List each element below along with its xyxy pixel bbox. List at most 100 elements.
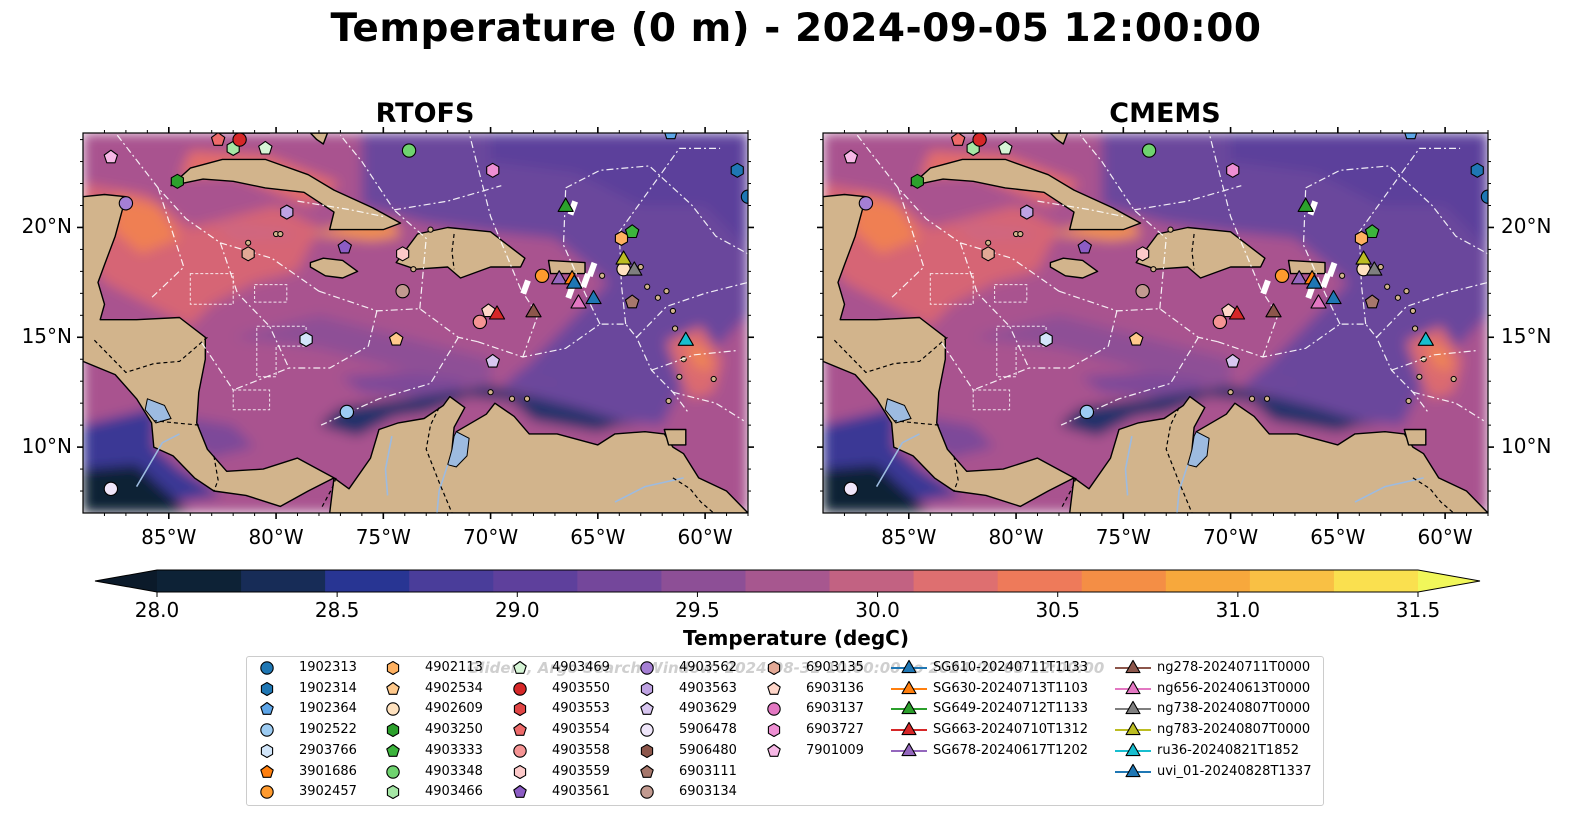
land-florida xyxy=(215,133,271,134)
small-island xyxy=(1167,226,1174,233)
legend-label: SG610-20240711T1133 xyxy=(933,660,1089,675)
land-puerto-rico xyxy=(1287,259,1326,275)
eez-boundary xyxy=(1079,134,1167,309)
small-island xyxy=(599,272,606,279)
lake-nicaragua xyxy=(884,398,912,424)
colorbar-tick-label: 31.5 xyxy=(1395,598,1441,622)
country-border xyxy=(1165,407,1193,513)
platform-marker xyxy=(170,173,184,189)
legend-label: 1902313 xyxy=(299,660,357,675)
temperature-field-region xyxy=(233,315,491,393)
eez-boundary xyxy=(1391,349,1478,371)
protected-area-boundary xyxy=(232,389,271,411)
land-jamaica xyxy=(309,257,359,279)
legend-label: 1902364 xyxy=(299,701,357,717)
legend-label: 7901009 xyxy=(806,742,864,758)
platform-marker xyxy=(103,481,119,497)
platform-marker xyxy=(396,246,410,262)
platform-marker xyxy=(1039,331,1053,348)
lat-tick-label: 20°N xyxy=(21,214,72,239)
colorbar-segment xyxy=(1333,570,1419,592)
legend-label: 1902522 xyxy=(299,722,357,738)
platform-marker xyxy=(1355,250,1372,265)
map-content xyxy=(823,133,1488,513)
land-south-america xyxy=(328,395,748,513)
eez-boundary xyxy=(562,187,601,325)
river-line xyxy=(614,477,684,503)
legend-marker xyxy=(891,680,927,694)
small-island xyxy=(1409,307,1417,315)
lon-tick-label: 80°W xyxy=(988,525,1044,549)
land-cuba xyxy=(910,158,1142,231)
platform-marker xyxy=(585,289,602,305)
legend-marker xyxy=(767,723,781,738)
colorbar-segment xyxy=(493,570,578,592)
lon-tick-label: 80°W xyxy=(248,525,304,549)
small-island xyxy=(671,325,679,332)
colorbar-segment xyxy=(157,570,242,592)
legend-marker xyxy=(513,681,527,696)
legend-label: 4903558 xyxy=(552,742,610,758)
eez-boundary xyxy=(1133,185,1242,211)
legend-label: 4903469 xyxy=(552,660,610,675)
legend-marker xyxy=(640,723,654,737)
glider-track-segment xyxy=(586,261,598,278)
platform-marker xyxy=(1135,283,1150,299)
lon-tick-label: 60°W xyxy=(1417,525,1473,549)
small-island xyxy=(1150,266,1157,273)
eez-boundary xyxy=(940,242,1030,391)
legend-label: 6903136 xyxy=(806,680,864,696)
legend-label: 4903554 xyxy=(552,722,610,738)
small-island xyxy=(1339,272,1346,279)
colorbar-segment xyxy=(661,570,746,592)
platform-marker xyxy=(843,149,859,164)
platform-marker xyxy=(551,270,568,285)
river-line xyxy=(1354,477,1424,503)
legend-label: 5906478 xyxy=(679,722,737,738)
platform-marker xyxy=(472,314,488,330)
small-island xyxy=(1017,230,1024,238)
eez-boundary xyxy=(1302,187,1341,325)
lon-tick-label: 65°W xyxy=(1310,525,1366,549)
colorbar-segment xyxy=(1249,570,1335,592)
platform-marker xyxy=(1141,143,1157,158)
colorbar-segment xyxy=(241,570,326,592)
lon-tick-label: 75°W xyxy=(1095,525,1151,549)
legend-marker xyxy=(513,702,527,717)
land-central-america xyxy=(823,193,1075,508)
legend-label: ru36-20240821T1852 xyxy=(1157,742,1300,758)
country-border xyxy=(153,420,199,426)
eez-boundary xyxy=(116,134,320,292)
lat-tick-label: 15°N xyxy=(1501,324,1552,349)
eez-boundary xyxy=(393,185,502,211)
platform-marker xyxy=(1364,294,1380,309)
platform-marker xyxy=(910,173,924,189)
land-jamaica xyxy=(1049,257,1099,279)
platform-marker xyxy=(1310,294,1327,309)
land-south-america xyxy=(1068,395,1488,513)
legend-label: 6903137 xyxy=(806,701,864,717)
legend-label: ng783-20240807T0000 xyxy=(1157,722,1311,738)
small-island xyxy=(1394,294,1402,301)
legend-marker xyxy=(1115,742,1151,756)
axis-ticks xyxy=(817,127,1494,519)
glider-track-segment xyxy=(1320,272,1331,289)
legend-label: 4903559 xyxy=(552,763,610,779)
legend-marker xyxy=(640,785,654,799)
small-island xyxy=(1416,373,1423,380)
legend-marker xyxy=(891,721,927,736)
legend-label: 4903348 xyxy=(425,763,483,779)
legend-marker xyxy=(640,702,654,716)
platform-marker xyxy=(210,133,226,146)
small-island xyxy=(665,397,672,405)
temperature-field-region xyxy=(683,341,714,371)
platform-marker xyxy=(388,331,404,346)
colorbar-tick-label: 30.5 xyxy=(1035,598,1080,622)
colorbar-label: Temperature (degC) xyxy=(683,626,909,650)
legend-marker xyxy=(386,723,400,738)
legend-marker xyxy=(513,660,527,674)
eez-boundary xyxy=(200,242,290,391)
eez-boundary xyxy=(856,134,1060,292)
platform-marker xyxy=(525,303,542,318)
lake-maracaibo xyxy=(447,431,470,468)
